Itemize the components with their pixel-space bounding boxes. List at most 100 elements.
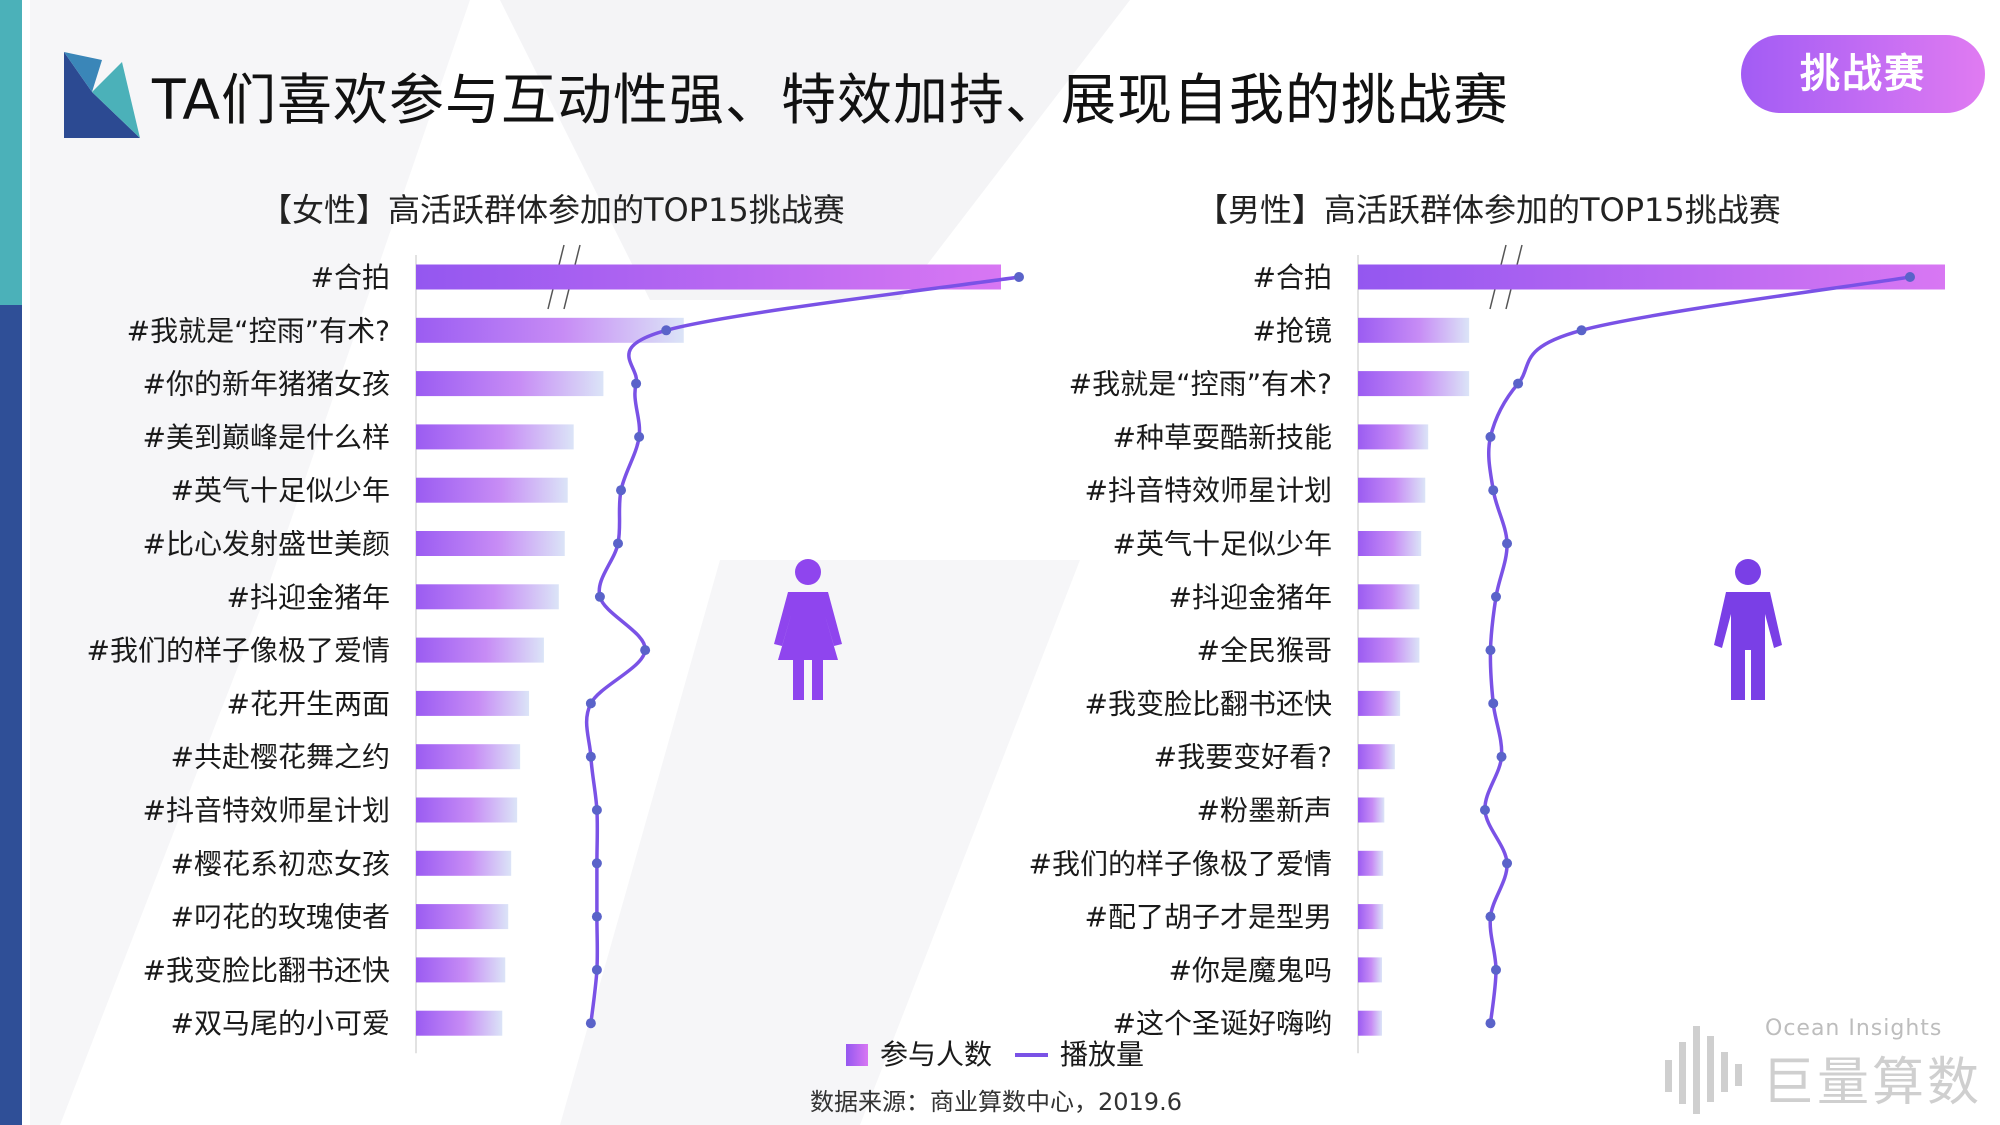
bar (416, 264, 1001, 290)
play-count-point (591, 805, 602, 815)
category-label: #粉墨新声 (1197, 794, 1332, 827)
play-count-point (1485, 645, 1496, 656)
bar (1358, 904, 1384, 930)
play-count-point (1491, 591, 1501, 602)
bar (416, 371, 604, 397)
bar (416, 850, 512, 876)
bar (416, 317, 684, 343)
play-count-point (640, 645, 651, 656)
play-count-point (591, 964, 602, 975)
category-label: #比心发射盛世美颜 (143, 528, 390, 561)
play-count-point (1905, 272, 1915, 282)
challenge-tag-badge: 挑战赛 (1741, 35, 1985, 113)
category-label: #双马尾的小可爱 (171, 1007, 390, 1040)
bar (1358, 584, 1420, 610)
play-count-point (585, 751, 596, 762)
legend-bar-swatch (846, 1044, 868, 1066)
male-person-icon (1714, 559, 1782, 700)
play-count-point (631, 378, 642, 389)
female-chart-title: 【女性】高活跃群体参加的TOP15挑战赛 (260, 191, 845, 229)
category-label: #抖音特效师星计划 (1085, 474, 1332, 507)
play-count-point (1491, 964, 1501, 975)
category-label: #我变脸比翻书还快 (143, 954, 390, 987)
category-label: #共赴樱花舞之约 (171, 741, 390, 774)
male-chart-title: 【男性】高活跃群体参加的TOP15挑战赛 (1196, 191, 1781, 229)
play-count-point (591, 911, 602, 922)
bar (1358, 690, 1401, 716)
bar (416, 531, 565, 556)
play-count-point (1485, 1018, 1496, 1029)
play-count-point (616, 485, 627, 496)
category-label: #这个圣诞好嗨哟 (1113, 1007, 1332, 1040)
play-count-point (1502, 538, 1513, 549)
category-label: #我要变好看? (1154, 741, 1332, 774)
bar (1358, 957, 1382, 983)
page-title: TA们喜欢参与互动性强、特效加持、展现自我的挑战赛 (152, 68, 1509, 132)
play-count-point (1485, 431, 1496, 442)
category-label: #我就是“控雨”有术? (127, 314, 390, 347)
category-label: #合拍 (1253, 261, 1332, 294)
bar (416, 584, 559, 610)
play-count-point (591, 858, 602, 869)
left-accent-stripe-top (0, 0, 22, 305)
female-person-icon (774, 559, 842, 700)
legend-line-label: 播放量 (1060, 1038, 1144, 1071)
category-label: #种草耍酷新技能 (1113, 421, 1332, 454)
category-label: #我们的样子像极了爱情 (87, 634, 390, 667)
category-label: #抖音特效师星计划 (143, 794, 390, 827)
play-count-point (1513, 378, 1524, 389)
bar (1358, 317, 1470, 343)
bar (416, 477, 568, 503)
bar (416, 637, 544, 663)
category-label: #我就是“控雨”有术? (1069, 368, 1332, 401)
play-count-point (661, 325, 672, 336)
category-label: #合拍 (311, 261, 390, 294)
bar (416, 957, 506, 983)
bar (1358, 531, 1422, 556)
category-label: #抖迎金猪年 (227, 581, 390, 614)
play-count-point (1488, 698, 1499, 709)
play-count-point (634, 431, 645, 442)
category-label: #你是魔鬼吗 (1169, 954, 1332, 987)
bar (1358, 744, 1395, 770)
logo-icon (64, 52, 140, 138)
category-label: #花开生两面 (227, 687, 390, 720)
category-label: #配了胡子才是型男 (1085, 901, 1332, 934)
play-count-point (1488, 485, 1499, 496)
category-label: #英气十足似少年 (1113, 528, 1332, 561)
category-label: #抢镜 (1253, 314, 1332, 347)
bar (416, 1010, 503, 1036)
category-label: #叼花的玫瑰使者 (171, 901, 390, 934)
play-count-point (1485, 911, 1496, 922)
play-count-point (613, 538, 624, 549)
category-label: #我们的样子像极了爱情 (1029, 847, 1332, 880)
brand-name-cn: 巨量算数 (1762, 1053, 1983, 1113)
play-count-point (585, 1018, 596, 1029)
brand-logo-icon (1665, 1026, 1742, 1114)
category-label: #抖迎金猪年 (1169, 581, 1332, 614)
legend-bar-label: 参与人数 (880, 1038, 992, 1071)
play-count-series-line (1483, 275, 1911, 1024)
play-count-point (1479, 805, 1490, 815)
bar (1358, 797, 1385, 823)
bar (1358, 477, 1426, 503)
play-count-point (594, 591, 605, 602)
category-label: #我变脸比翻书还快 (1085, 687, 1332, 720)
bar (416, 744, 521, 770)
data-source-note: 数据来源：商业算数中心，2019.6 (810, 1088, 1182, 1116)
bar (1358, 850, 1384, 876)
category-label: #英气十足似少年 (171, 474, 390, 507)
play-count-point (1576, 325, 1587, 336)
play-count-point (1502, 858, 1513, 869)
bar (1358, 637, 1420, 663)
brand-name-en: Ocean Insights (1765, 1016, 1943, 1041)
bar (1358, 371, 1470, 397)
category-label: #美到巅峰是什么样 (143, 421, 390, 454)
bar (416, 797, 518, 823)
bar (416, 904, 509, 930)
category-label: #樱花系初恋女孩 (171, 847, 390, 880)
play-count-series-line (584, 275, 1020, 1024)
play-count-point (585, 698, 596, 709)
